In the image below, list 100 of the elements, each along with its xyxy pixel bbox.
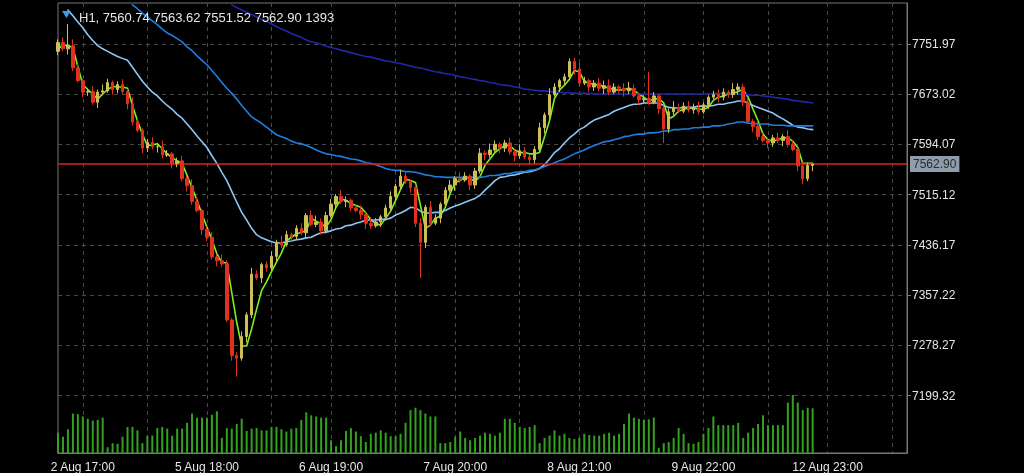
candlestick [518,143,521,160]
bar [280,429,283,453]
bar [240,418,243,453]
candlestick [702,101,705,115]
bar [528,426,531,453]
bar [215,411,218,453]
bar [796,402,799,453]
bar [742,437,745,453]
bar [632,417,635,453]
x-tick-label: 6 Aug 19:00 [299,460,364,473]
bar [811,408,814,453]
bar [776,425,779,453]
bar [374,432,377,453]
bar [196,417,199,453]
candlestick [126,88,129,110]
bar [344,430,347,453]
bar [618,433,621,453]
candlestick [811,163,814,172]
bar [300,419,303,453]
candlestick [161,139,164,159]
candlestick [409,179,412,194]
candlestick [91,85,95,106]
candlestick [468,173,472,191]
candlestick [116,80,119,94]
bar [404,422,407,453]
bar [672,437,675,453]
bar [260,430,263,453]
candlestick [602,80,606,95]
bar [364,441,367,453]
bar [171,435,174,453]
candlestick [563,73,566,85]
candlestick [314,215,318,228]
candlestick [275,239,278,263]
bar [166,428,169,453]
x-tick-label: 9 Aug 22:00 [671,460,736,473]
bar [762,415,765,453]
candlestick [697,101,700,115]
bar [732,425,735,453]
bar [474,437,477,453]
bar [568,437,571,453]
bar [255,428,258,453]
bar [230,428,233,453]
y-tick-label: 7436.17 [912,237,956,252]
bar [791,395,794,453]
candlestick [419,217,422,279]
candlestick [573,57,576,76]
bar [469,440,472,453]
bar [593,435,596,453]
candlestick [146,138,149,153]
candlestick [439,201,442,224]
bar [225,428,228,453]
candlestick [285,230,288,248]
bar [657,447,660,453]
candlestick [776,132,780,144]
candlestick [463,171,467,183]
bar [57,432,59,453]
candlestick [712,90,715,100]
bar [518,426,521,453]
candlestick [612,82,616,95]
bar [627,413,630,453]
y-tick-label: 7673.02 [912,87,956,102]
candlestick [528,154,531,166]
bar [588,435,591,453]
candlestick [667,108,670,134]
bar [101,417,104,453]
bar [200,417,203,453]
bar [61,436,64,453]
bar [409,410,412,453]
bar [205,417,208,453]
candlestick [672,100,675,116]
bar [806,407,809,453]
candlestick [548,87,551,119]
candlestick [543,111,546,134]
bar [543,437,546,453]
candlestick [290,232,293,243]
ref-line-label: 7562.90 [913,157,957,172]
candlestick [677,103,680,114]
bar [722,425,725,453]
bar [131,426,134,453]
bar [662,443,665,453]
x-tick-label: 5 Aug 18:00 [174,460,240,473]
candlestick [255,269,258,281]
candlestick [568,57,571,80]
candlestick [344,195,348,208]
bar [295,428,298,453]
candlestick [374,217,378,229]
candlestick [101,83,104,96]
bar [146,435,149,453]
candlestick [96,89,99,109]
candlestick [304,212,308,239]
bar [712,416,715,453]
bar [419,410,422,453]
candlestick [652,91,656,105]
bar [265,430,268,453]
bar [414,407,417,453]
bar [116,443,119,453]
bar [538,443,541,453]
x-tick-label: 12 Aug 23:00 [792,460,864,473]
candlestick [280,235,283,249]
candlestick [682,101,685,114]
